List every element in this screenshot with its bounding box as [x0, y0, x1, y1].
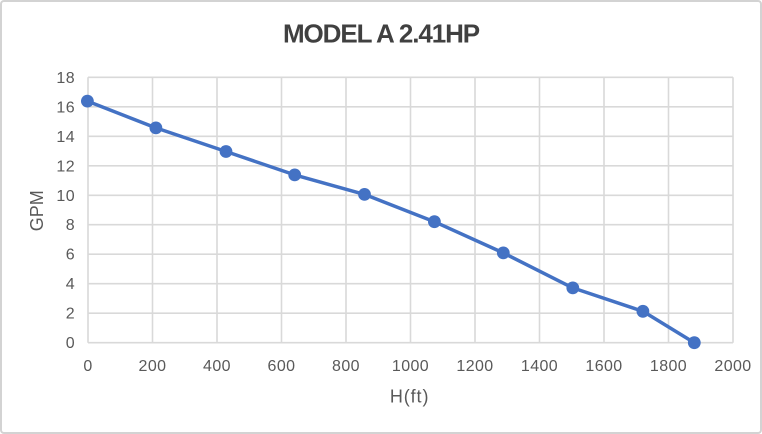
svg-text:18: 18: [56, 70, 75, 87]
svg-text:2: 2: [66, 306, 75, 323]
svg-text:4: 4: [66, 276, 75, 293]
svg-text:6: 6: [66, 247, 75, 264]
svg-text:2000: 2000: [714, 358, 751, 375]
svg-text:1000: 1000: [392, 358, 429, 375]
svg-text:GPM: GPM: [27, 190, 47, 231]
svg-text:0: 0: [66, 335, 75, 352]
svg-text:400: 400: [203, 358, 231, 375]
svg-text:1800: 1800: [650, 358, 687, 375]
svg-text:MODEL A 2.41HP: MODEL A 2.41HP: [283, 19, 480, 49]
svg-text:H(ft): H(ft): [390, 387, 430, 407]
svg-text:800: 800: [332, 358, 360, 375]
svg-text:14: 14: [56, 129, 75, 146]
svg-text:1600: 1600: [585, 358, 622, 375]
svg-text:8: 8: [66, 217, 75, 234]
svg-text:12: 12: [56, 158, 75, 175]
svg-text:1200: 1200: [456, 358, 493, 375]
svg-text:1400: 1400: [521, 358, 558, 375]
svg-text:10: 10: [56, 188, 75, 205]
svg-text:200: 200: [139, 358, 167, 375]
svg-text:600: 600: [268, 358, 296, 375]
svg-text:16: 16: [56, 99, 75, 116]
svg-text:0: 0: [83, 358, 92, 375]
